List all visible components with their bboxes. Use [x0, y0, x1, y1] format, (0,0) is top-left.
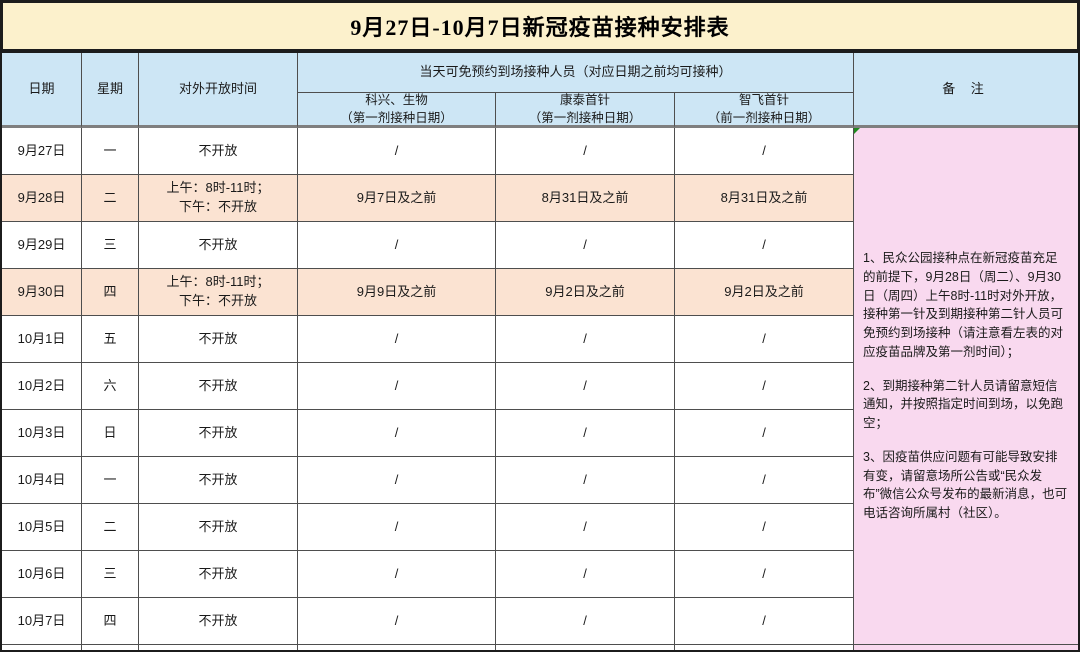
kangtai-cell: 9月2日及之前	[496, 269, 675, 316]
zhifei-cell: /	[675, 128, 854, 175]
partial-row-cell	[139, 645, 298, 650]
kexing-shengwu-cell: /	[298, 316, 496, 363]
kangtai-cell: 8月31日及之前	[496, 175, 675, 222]
kexing-shengwu-cell: /	[298, 363, 496, 410]
weekday-cell: 三	[82, 551, 139, 598]
kangtai-cell: /	[496, 551, 675, 598]
date-cell: 10月6日	[2, 551, 82, 598]
date-cell: 10月1日	[2, 316, 82, 363]
date-cell: 10月4日	[2, 457, 82, 504]
open-time-cell: 上午：8时-11时； 下午：不开放	[139, 269, 298, 316]
zhifei-cell: /	[675, 457, 854, 504]
kexing-shengwu-cell: 9月7日及之前	[298, 175, 496, 222]
zhifei-cell: /	[675, 222, 854, 269]
kangtai-cell: /	[496, 316, 675, 363]
zhifei-cell: /	[675, 316, 854, 363]
partial-row-cell	[298, 645, 496, 650]
kangtai-cell: /	[496, 222, 675, 269]
open-time-cell: 不开放	[139, 551, 298, 598]
col-header-zhifei-note: （前一剂接种日期）	[707, 111, 821, 125]
date-cell: 9月30日	[2, 269, 82, 316]
sheet-title-bar: 9月27日-10月7日新冠疫苗接种安排表	[0, 0, 1080, 52]
remark-note-3: 3、因疫苗供应问题有可能导致安排有变，请留意场所公告或“民众发布”微信公众号发布…	[863, 449, 1068, 521]
open-time-cell: 不开放	[139, 316, 298, 363]
col-header-kexing-name: 科兴、生物	[365, 93, 428, 107]
remarks-cell: 1、民众公园接种点在新冠疫苗充足的前提下，9月28日（周二）、9月30日（周四）…	[854, 128, 1078, 645]
weekday-cell: 三	[82, 222, 139, 269]
col-header-open-time: 对外开放时间	[139, 53, 298, 128]
kexing-shengwu-cell: /	[298, 598, 496, 645]
col-header-weekday: 星期	[82, 53, 139, 128]
zhifei-cell: /	[675, 363, 854, 410]
kexing-shengwu-cell: /	[298, 222, 496, 269]
weekday-cell: 六	[82, 363, 139, 410]
date-cell: 9月28日	[2, 175, 82, 222]
kangtai-cell: /	[496, 410, 675, 457]
col-header-kangtai-note: （第一剂接种日期）	[528, 111, 642, 125]
date-cell: 10月3日	[2, 410, 82, 457]
kangtai-cell: /	[496, 128, 675, 175]
partial-row-cell	[496, 645, 675, 650]
weekday-cell: 五	[82, 316, 139, 363]
date-cell: 10月5日	[2, 504, 82, 551]
partial-row-cell	[82, 645, 139, 650]
weekday-cell: 二	[82, 175, 139, 222]
kexing-shengwu-cell: /	[298, 410, 496, 457]
weekday-cell: 二	[82, 504, 139, 551]
zhifei-cell: 8月31日及之前	[675, 175, 854, 222]
col-header-walkin-merged: 当天可免预约到场接种人员（对应日期之前均可接种）	[298, 53, 854, 93]
kangtai-cell: /	[496, 363, 675, 410]
col-header-kexing-shengwu: 科兴、生物 （第一剂接种日期）	[298, 93, 496, 128]
kexing-shengwu-cell: /	[298, 128, 496, 175]
open-time-cell: 上午：8时-11时； 下午：不开放	[139, 175, 298, 222]
zhifei-cell: 9月2日及之前	[675, 269, 854, 316]
partial-row-cell	[2, 645, 82, 650]
weekday-cell: 日	[82, 410, 139, 457]
page-title: 9月27日-10月7日新冠疫苗接种安排表	[350, 15, 730, 40]
open-time-cell: 不开放	[139, 363, 298, 410]
schedule-table: 日期 星期 对外开放时间 当天可免预约到场接种人员（对应日期之前均可接种） 科兴…	[0, 52, 1080, 652]
weekday-cell: 一	[82, 457, 139, 504]
kexing-shengwu-cell: /	[298, 457, 496, 504]
open-time-cell: 不开放	[139, 410, 298, 457]
kexing-shengwu-cell: 9月9日及之前	[298, 269, 496, 316]
kexing-shengwu-cell: /	[298, 551, 496, 598]
col-header-zhifei-name: 智飞首针	[738, 93, 789, 107]
open-time-cell: 不开放	[139, 457, 298, 504]
partial-remarks-cell	[854, 645, 1078, 650]
date-cell: 10月2日	[2, 363, 82, 410]
date-cell: 9月29日	[2, 222, 82, 269]
zhifei-cell: /	[675, 410, 854, 457]
col-header-kangtai: 康泰首针 （第一剂接种日期）	[496, 93, 675, 128]
zhifei-cell: /	[675, 598, 854, 645]
kangtai-cell: /	[496, 504, 675, 551]
open-time-cell: 不开放	[139, 504, 298, 551]
open-time-cell: 不开放	[139, 598, 298, 645]
kexing-shengwu-cell: /	[298, 504, 496, 551]
weekday-cell: 四	[82, 269, 139, 316]
col-header-kexing-note: （第一剂接种日期）	[340, 111, 453, 125]
excel-corner-marker-icon	[854, 128, 860, 134]
col-header-kangtai-name: 康泰首针	[559, 93, 610, 107]
remark-note-2: 2、到期接种第二针人员请留意短信通知，并按照指定时间到场，以免跑空；	[863, 378, 1064, 431]
col-header-date: 日期	[2, 53, 82, 128]
col-header-remarks: 备 注	[854, 53, 1078, 128]
col-header-zhifei: 智飞首针 （前一剂接种日期）	[675, 93, 854, 128]
zhifei-cell: /	[675, 504, 854, 551]
remark-note-1: 1、民众公园接种点在新冠疫苗充足的前提下，9月28日（周二）、9月30日（周四）…	[863, 251, 1064, 359]
weekday-cell: 一	[82, 128, 139, 175]
kangtai-cell: /	[496, 598, 675, 645]
date-cell: 9月27日	[2, 128, 82, 175]
partial-row-cell	[675, 645, 854, 650]
zhifei-cell: /	[675, 551, 854, 598]
date-cell: 10月7日	[2, 598, 82, 645]
open-time-cell: 不开放	[139, 222, 298, 269]
open-time-cell: 不开放	[139, 128, 298, 175]
kangtai-cell: /	[496, 457, 675, 504]
weekday-cell: 四	[82, 598, 139, 645]
